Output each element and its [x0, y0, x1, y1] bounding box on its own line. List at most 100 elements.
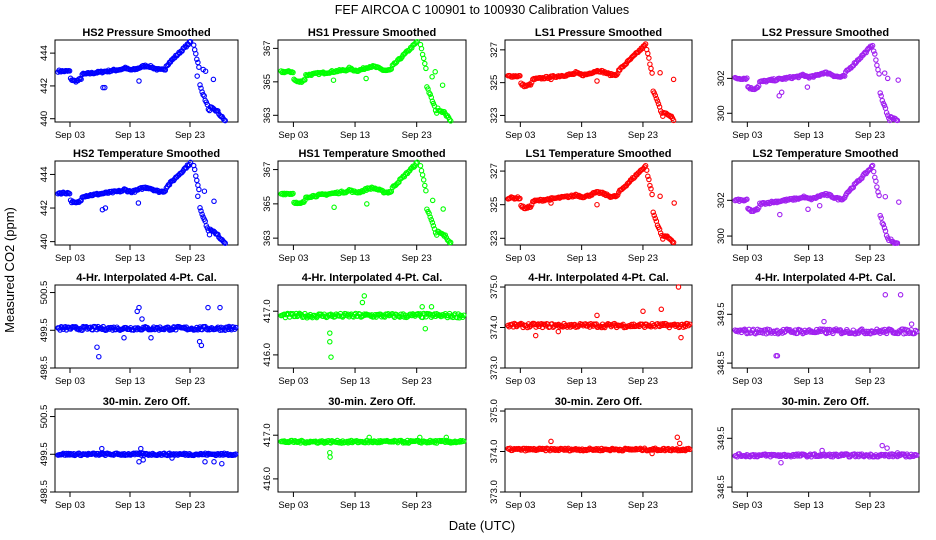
- ytick-label: 300: [716, 105, 727, 121]
- data-point: [777, 211, 783, 218]
- xtick-label: Sep 03: [732, 253, 762, 264]
- panel-title: 4-Hr. Interpolated 4-Pt. Cal.: [76, 272, 217, 284]
- data-point: [882, 193, 889, 200]
- ytick-label: 373.0: [489, 356, 500, 380]
- data-point: [195, 182, 201, 188]
- data-point: [197, 205, 203, 211]
- data-point: [881, 225, 888, 231]
- data-point: [364, 201, 370, 207]
- data-point: [528, 79, 535, 86]
- xtick-label: Sep 03: [505, 130, 535, 141]
- xtick-label: Sep 23: [628, 253, 658, 264]
- data-point: [199, 89, 205, 95]
- data-point: [649, 450, 655, 457]
- data-point: [548, 200, 554, 206]
- panel-title: 30-min. Zero Off.: [103, 396, 190, 408]
- ytick-label: 442: [39, 200, 50, 216]
- data-point: [363, 75, 369, 82]
- xtick-label: Sep 23: [402, 376, 432, 387]
- data-point: [162, 188, 169, 194]
- data-point: [646, 55, 652, 61]
- data-point: [594, 201, 600, 208]
- xtick-label: Sep 03: [278, 130, 308, 141]
- data-point: [877, 212, 883, 219]
- data-point: [422, 325, 429, 332]
- data-point: [642, 41, 649, 47]
- data-point: [430, 222, 437, 229]
- data-point: [744, 75, 750, 81]
- data-point: [831, 451, 837, 458]
- data-point: [290, 190, 296, 197]
- data-point: [870, 168, 877, 175]
- data-point: [327, 330, 333, 336]
- data-point: [414, 159, 420, 165]
- data-point: [676, 440, 683, 447]
- ytick-label: 440: [39, 111, 50, 127]
- data-point: [870, 48, 877, 54]
- data-point: [148, 335, 154, 341]
- data-point: [204, 326, 211, 333]
- data-point: [327, 339, 333, 345]
- data-point: [296, 79, 303, 85]
- data-point: [670, 239, 677, 246]
- data-point: [876, 71, 882, 77]
- xtick-label: Sep 03: [278, 500, 308, 511]
- data-point: [881, 70, 888, 76]
- data-point: [611, 193, 618, 199]
- figure-xlabel: Date (UTC): [449, 518, 515, 533]
- ytick-label: 363: [262, 107, 273, 123]
- panel-title: HS2 Temperature Smoothed: [73, 148, 220, 160]
- panel-title: LS1 Pressure Smoothed: [535, 27, 662, 39]
- data-point: [778, 89, 785, 96]
- xtick-label: Sep 23: [855, 500, 885, 511]
- data-point: [875, 189, 881, 195]
- data-point: [883, 109, 890, 116]
- xtick-label: Sep 13: [794, 130, 824, 141]
- data-point: [427, 91, 433, 98]
- data-point: [657, 70, 663, 76]
- panel-14: 30-min. Zero Off. 416.0 417.0 Sep 03 Sep 13 S…: [262, 396, 467, 511]
- xtick-label: Sep 13: [115, 376, 145, 387]
- plot-frame: [731, 284, 920, 369]
- ytick-label: 348.5: [716, 475, 727, 499]
- xtick-label: Sep 13: [115, 130, 145, 141]
- data-point: [745, 330, 751, 336]
- data-point: [896, 199, 902, 205]
- data-point: [187, 38, 194, 45]
- ytick-label: 499.5: [39, 318, 50, 342]
- ytick-label: 498.5: [39, 356, 50, 380]
- data-point: [868, 163, 875, 170]
- xtick-label: Sep 13: [340, 376, 370, 387]
- data-point: [302, 77, 308, 83]
- data-point: [202, 68, 209, 74]
- xtick-label: Sep 03: [55, 253, 85, 264]
- data-point: [418, 45, 425, 52]
- data-point: [200, 91, 206, 98]
- xtick-label: Sep 03: [55, 500, 85, 511]
- xtick-label: Sep 13: [340, 253, 370, 264]
- ytick-label: 416.0: [262, 467, 273, 491]
- data-point: [196, 64, 202, 70]
- data-point: [419, 172, 426, 178]
- data-point: [136, 459, 142, 465]
- data-point: [645, 173, 651, 180]
- data-point: [102, 84, 108, 91]
- data-point: [222, 117, 228, 124]
- data-point: [423, 65, 429, 72]
- data-point: [882, 105, 889, 111]
- data-point: [863, 49, 869, 56]
- data-point: [674, 434, 681, 441]
- data-point: [96, 353, 102, 360]
- data-point: [649, 70, 655, 76]
- plot-frame: [504, 160, 693, 246]
- data-point: [603, 192, 609, 199]
- ytick-label: 500.5: [39, 281, 50, 305]
- data-point: [457, 437, 464, 444]
- data-point: [446, 116, 453, 123]
- panel-title: 30-min. Zero Off.: [782, 396, 869, 408]
- data-point: [878, 215, 884, 221]
- data-point: [135, 200, 142, 206]
- ytick-label: 444: [39, 45, 50, 61]
- data-point: [327, 449, 333, 456]
- data-point: [740, 327, 747, 334]
